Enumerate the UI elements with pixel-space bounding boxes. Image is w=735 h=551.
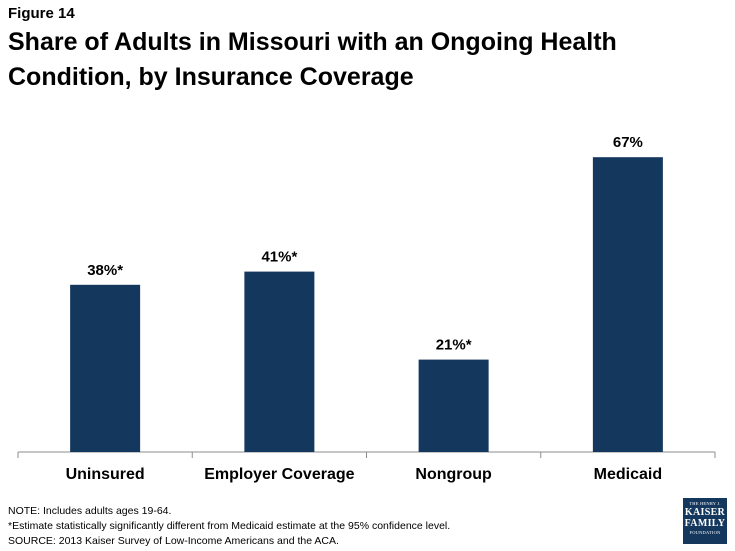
note-line: *Estimate statistically significantly di… [8,520,451,532]
category-label: Medicaid [594,466,662,483]
category-label: Employer Coverage [204,466,354,483]
category-label: Nongroup [415,466,492,483]
kff-logo: THE HENRY J. KAISER FAMILY FOUNDATION [683,498,727,544]
chart-title: Share of Adults in Missouri with an Ongo… [8,28,617,91]
data-label: 41%* [261,249,297,266]
note-line: SOURCE: 2013 Kaiser Survey of Low-Income… [8,535,339,547]
note-line: NOTE: Includes adults ages 19-64. [8,505,172,517]
data-label: 21%* [436,337,472,354]
bar [592,157,663,452]
bar [70,284,141,452]
category-label: Uninsured [66,466,145,483]
bar [418,359,489,452]
footnotes: NOTE: Includes adults ages 19-64. *Estim… [8,504,450,549]
data-label: 38%* [87,262,123,279]
bar-chart: 38%* Uninsured 41%* Employer Coverage 21%* No… [17,134,716,483]
figure-label: Figure 14 [8,5,75,22]
data-label: 67% [613,134,643,151]
bar [244,271,315,452]
